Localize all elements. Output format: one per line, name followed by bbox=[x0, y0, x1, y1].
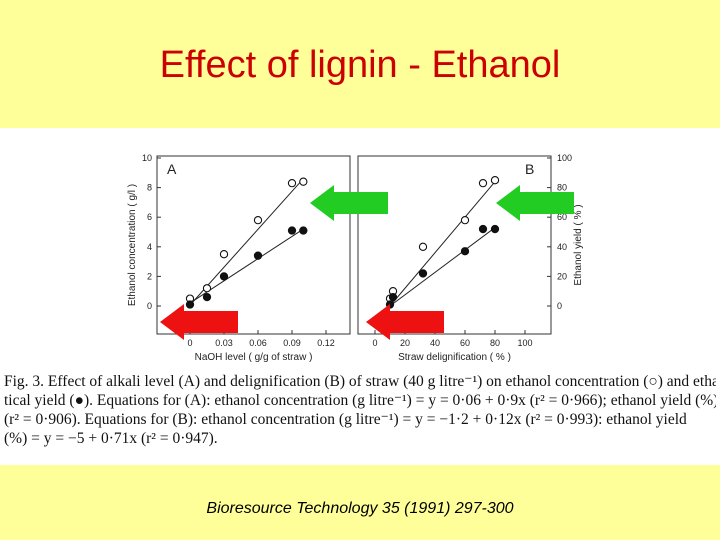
y-tick-label: 20 bbox=[557, 271, 567, 281]
open-circle-point bbox=[219, 250, 229, 259]
caption-line: Fig. 3. Effect of alkali level (A) and d… bbox=[4, 373, 716, 390]
y-tick-label: 60 bbox=[557, 212, 567, 222]
citation: Bioresource Technology 35 (1991) 297-300 bbox=[206, 500, 514, 517]
x-axis-label: Straw delignification ( % ) bbox=[398, 352, 511, 363]
arrows-layer bbox=[160, 185, 574, 340]
filled-circle-point bbox=[202, 292, 212, 302]
open-circle-point bbox=[253, 216, 263, 225]
x-tick-label: 0.06 bbox=[249, 338, 267, 348]
filled-circle-point bbox=[478, 224, 488, 234]
green-arrow-a bbox=[310, 185, 388, 221]
fit-line bbox=[189, 178, 304, 306]
open-circle-point bbox=[418, 242, 428, 251]
y-tick-label: 2 bbox=[147, 271, 152, 281]
open-circle-point bbox=[460, 216, 470, 225]
open-circle-point bbox=[287, 179, 297, 188]
x-tick-label: 100 bbox=[517, 338, 532, 348]
caption-line: tical yield (●). Equations for (A): etha… bbox=[4, 392, 716, 409]
y-tick-label: 0 bbox=[557, 301, 562, 311]
x-tick-label: 0 bbox=[187, 338, 192, 348]
y-axis-label: Ethanol yield ( % ) bbox=[573, 204, 584, 285]
y-tick-label: 8 bbox=[147, 183, 152, 193]
open-circle-point bbox=[490, 176, 500, 185]
y-tick-label: 100 bbox=[557, 153, 572, 163]
plot-frame bbox=[156, 155, 351, 335]
charts-layer: 0 0.03 0.06 0.09 0.12 0 2 4 6 8 10 NaOH level ( g/g… bbox=[127, 153, 584, 363]
x-tick-label: 60 bbox=[460, 338, 470, 348]
open-circle-point bbox=[299, 177, 308, 186]
filled-circle-point bbox=[253, 251, 263, 260]
figure-panel: 0 0.03 0.06 0.09 0.12 0 2 4 6 8 10 NaOH level ( g/g… bbox=[0, 128, 720, 465]
y-axis-label: Ethanol concentration ( g/l ) bbox=[127, 184, 138, 306]
x-axis-label: NaOH level ( g/g of straw ) bbox=[195, 352, 313, 363]
fit-line bbox=[389, 227, 496, 307]
y-tick-label: 6 bbox=[147, 212, 152, 222]
y-tick-label: 80 bbox=[557, 183, 567, 193]
filled-circle-point bbox=[460, 247, 470, 256]
open-circle-point bbox=[478, 179, 488, 188]
slide-title: Effect of lignin - Ethanol bbox=[159, 44, 561, 86]
y-tick-label: 40 bbox=[557, 242, 567, 252]
x-tick-label: 0.09 bbox=[283, 338, 301, 348]
fit-line bbox=[389, 181, 496, 307]
filled-circle-point bbox=[490, 224, 500, 234]
caption-line: (r² = 0·906). Equations for (B): ethanol… bbox=[4, 411, 687, 428]
filled-circle-point bbox=[185, 300, 195, 309]
filled-circle-point bbox=[287, 226, 297, 235]
x-tick-label: 40 bbox=[430, 338, 440, 348]
y-tick-label: 10 bbox=[142, 153, 152, 163]
green-arrow-b bbox=[496, 185, 574, 221]
y-tick-label: 4 bbox=[147, 242, 152, 252]
red-arrow-b bbox=[366, 304, 444, 340]
filled-circle-point bbox=[418, 269, 428, 278]
filled-circle-point bbox=[388, 292, 398, 302]
figure-chart: 0 0.03 0.06 0.09 0.12 0 2 4 6 8 10 NaOH level ( g/g… bbox=[127, 153, 584, 363]
filled-circle-point bbox=[219, 272, 229, 281]
caption-line: (%) = y = −5 + 0·71x (r² = 0·947). bbox=[4, 430, 218, 447]
panel-label: A bbox=[167, 161, 177, 177]
y-tick-label: 0 bbox=[147, 301, 152, 311]
x-tick-label: 0.03 bbox=[215, 338, 233, 348]
x-tick-label: 0.12 bbox=[317, 338, 335, 348]
red-arrow-a bbox=[160, 304, 238, 340]
x-tick-label: 80 bbox=[490, 338, 500, 348]
filled-circle-point bbox=[299, 226, 308, 235]
open-circle-point bbox=[202, 284, 212, 293]
plot-frame bbox=[357, 155, 552, 335]
figure-caption: Fig. 3. Effect of alkali level (A) and d… bbox=[4, 372, 716, 448]
panel-label: B bbox=[525, 161, 534, 177]
x-tick-label: 20 bbox=[400, 338, 410, 348]
x-tick-label: 0 bbox=[372, 338, 377, 348]
